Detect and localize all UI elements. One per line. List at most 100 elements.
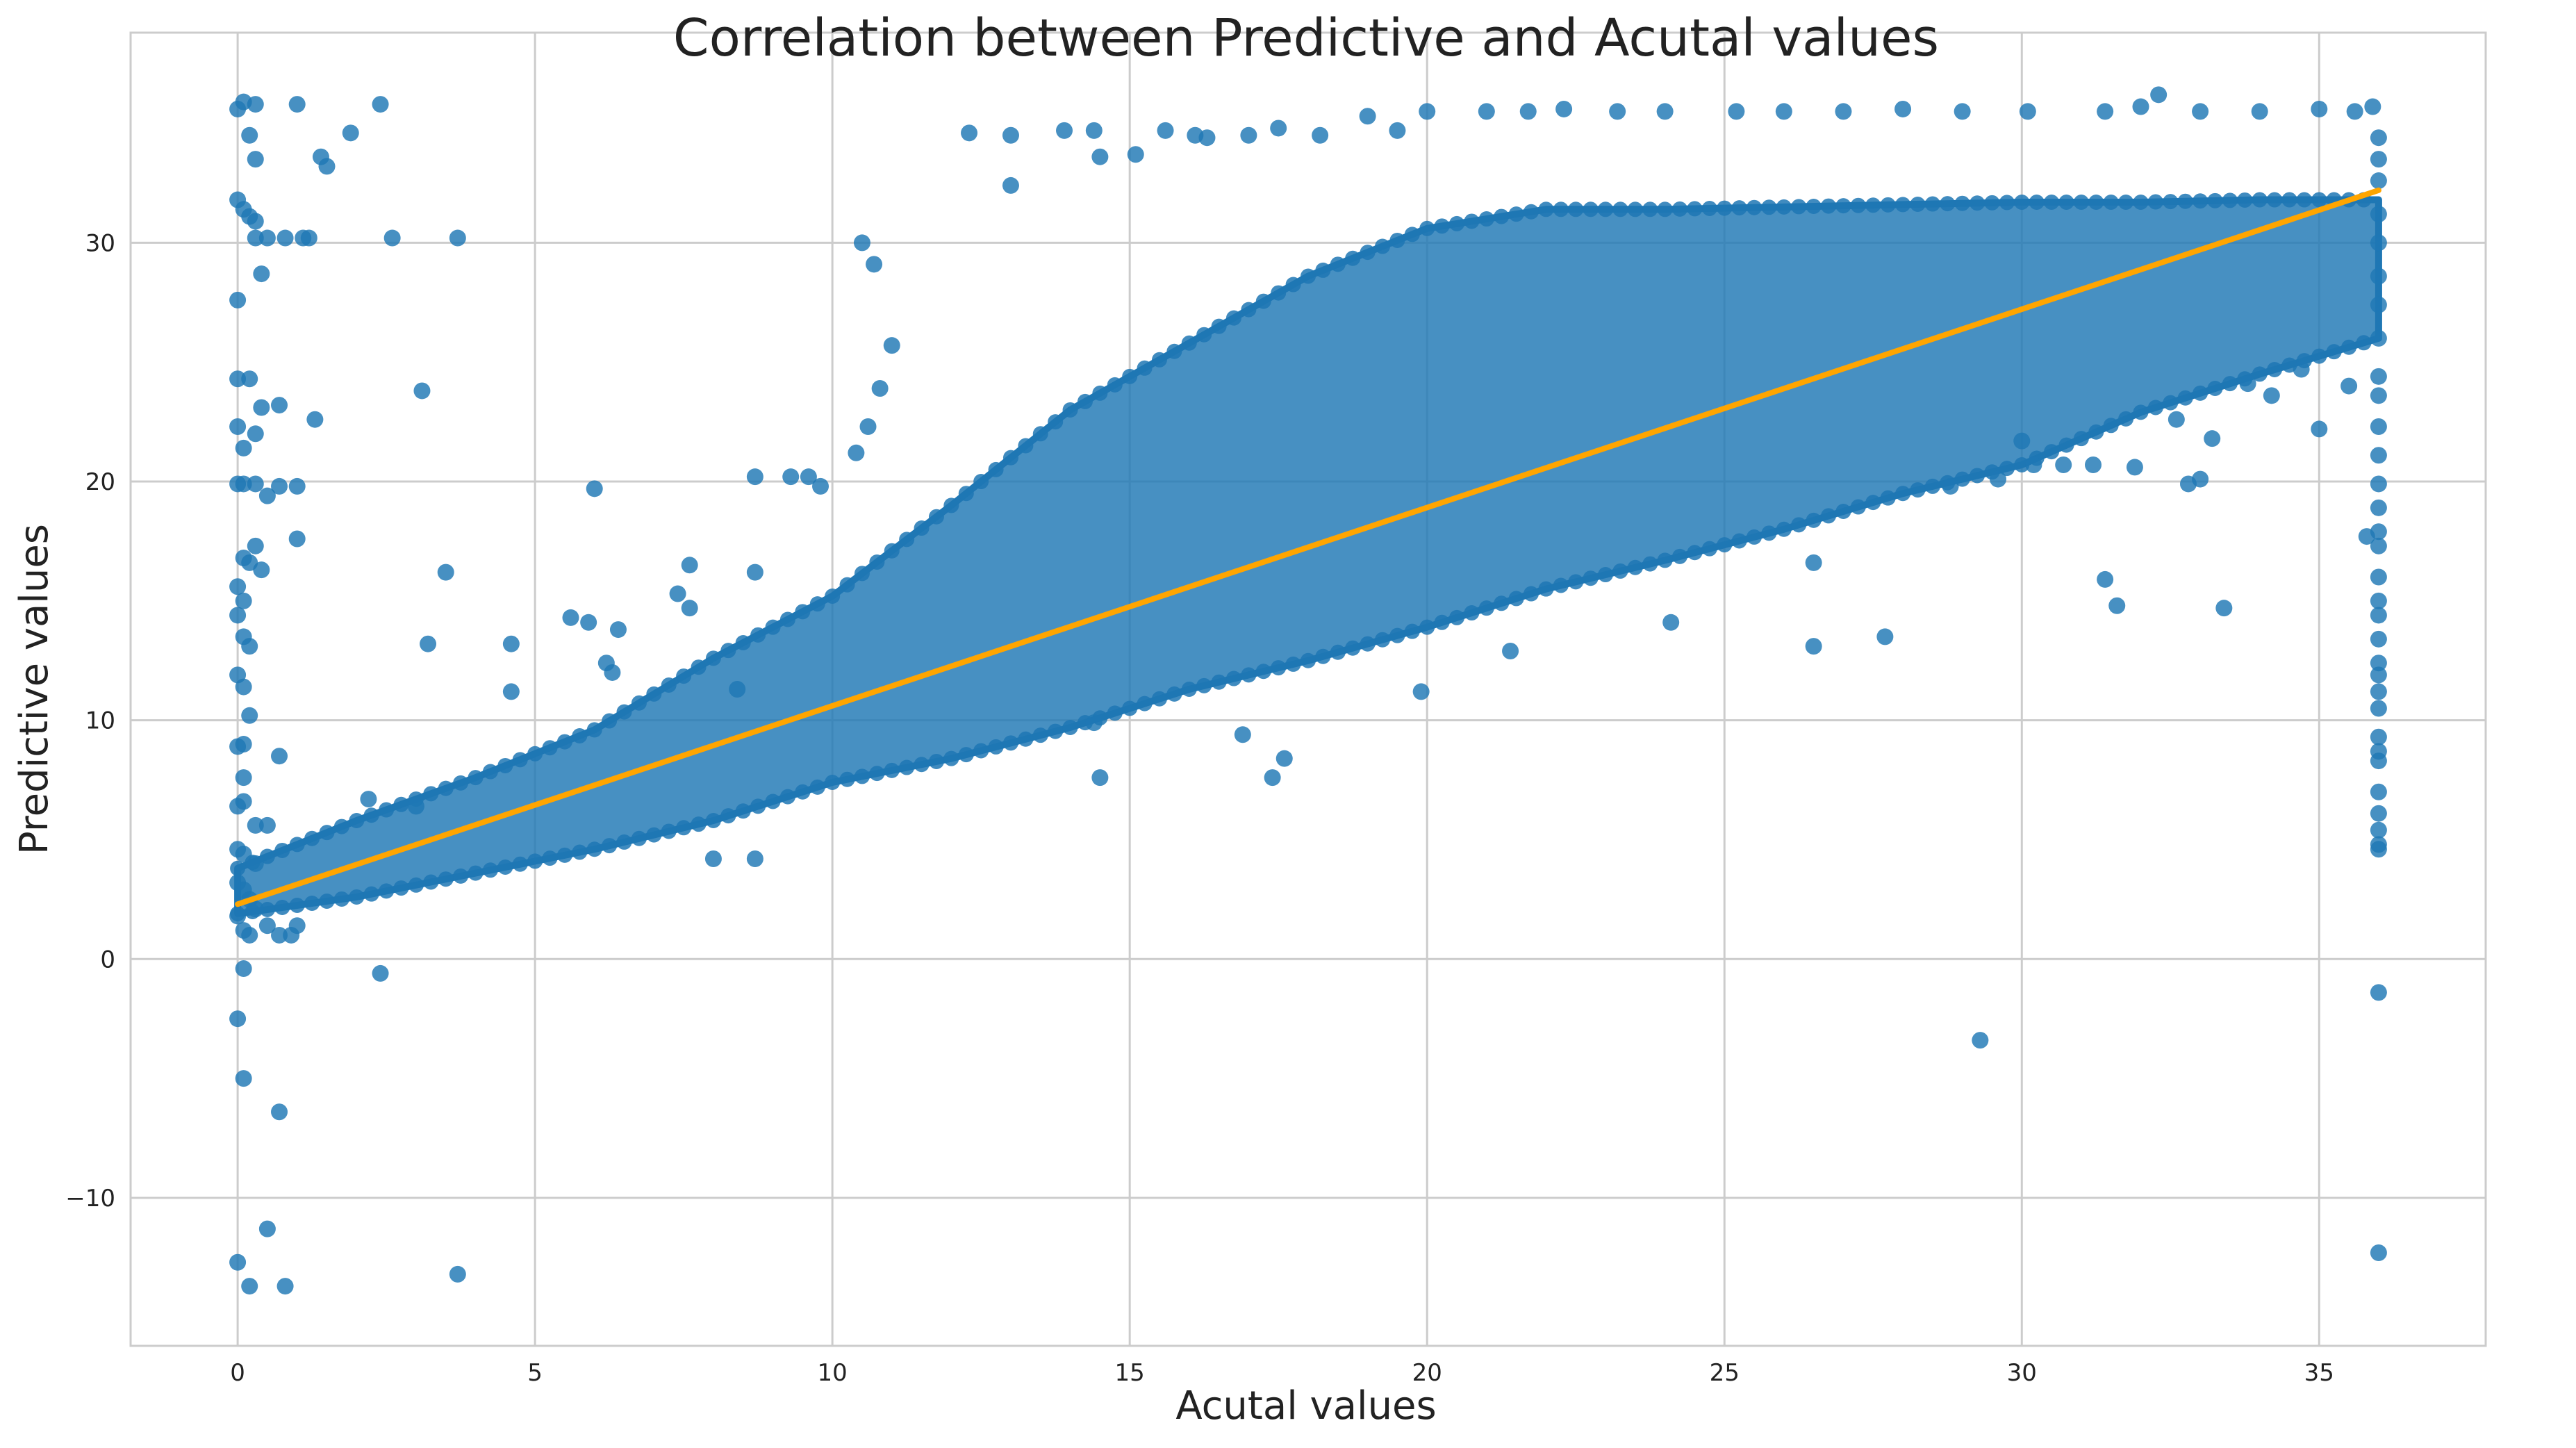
band-edge-point bbox=[1271, 285, 1287, 301]
regression-line-group bbox=[235, 187, 2381, 907]
band-edge-point bbox=[1419, 220, 1435, 236]
band-edge-point bbox=[1315, 648, 1331, 664]
scatter-point bbox=[449, 1265, 466, 1283]
band-edge-point bbox=[928, 509, 944, 525]
band-edge-point bbox=[1151, 691, 1167, 707]
scatter-point bbox=[681, 600, 698, 617]
scatter-point bbox=[1234, 726, 1251, 743]
scatter-point bbox=[2346, 103, 2363, 120]
scatter-point bbox=[235, 439, 252, 456]
band-edge-point bbox=[1850, 499, 1866, 515]
band-edge-point bbox=[602, 713, 618, 729]
band-edge-point bbox=[1345, 250, 1361, 266]
scatter-point bbox=[1002, 176, 1019, 194]
x-tick-label: 35 bbox=[2304, 1359, 2334, 1387]
scatter-point bbox=[2204, 430, 2221, 447]
scatter-point bbox=[253, 265, 270, 283]
band-edge-point bbox=[1701, 201, 1717, 217]
band-edge-point bbox=[1835, 503, 1851, 519]
band-edge-point bbox=[899, 759, 915, 775]
band-edge-point bbox=[512, 752, 528, 768]
scatter-point bbox=[1519, 103, 1537, 120]
band-edge-point bbox=[349, 889, 365, 905]
scatter-point bbox=[2370, 387, 2387, 404]
band-edge-point bbox=[1032, 727, 1048, 743]
scatter-point bbox=[253, 561, 270, 579]
scatter-point bbox=[247, 151, 264, 168]
scatter-point bbox=[306, 411, 324, 428]
scatter-point bbox=[241, 126, 258, 144]
band-edge-point bbox=[2207, 192, 2223, 208]
band-edge-point bbox=[497, 757, 513, 773]
scatter-point bbox=[2370, 568, 2387, 586]
band-edge-point bbox=[2088, 194, 2104, 210]
band-edge-point bbox=[1255, 293, 1271, 309]
scatter-point bbox=[229, 607, 247, 624]
scatter-point bbox=[271, 926, 288, 944]
scatter-point bbox=[746, 850, 763, 867]
band-edge-point bbox=[438, 871, 454, 887]
band-edge-point bbox=[1360, 245, 1376, 261]
scatter-point bbox=[235, 1070, 252, 1087]
band-edge-point bbox=[468, 865, 484, 881]
scatter-point bbox=[2108, 597, 2126, 614]
band-edge-point bbox=[2147, 194, 2163, 210]
scatter-point bbox=[300, 229, 317, 247]
scatter-points bbox=[229, 86, 2387, 1295]
band-edge-point bbox=[825, 775, 841, 791]
scatter-point bbox=[1389, 122, 1406, 139]
scatter-point bbox=[2370, 666, 2387, 684]
band-edge-point bbox=[2311, 192, 2327, 208]
band-edge-point bbox=[2281, 192, 2297, 208]
band-edge-point bbox=[1999, 195, 2015, 211]
band-edge-point bbox=[631, 830, 647, 846]
scatter-point bbox=[318, 158, 336, 175]
band-edge-point bbox=[2177, 193, 2193, 209]
band-edge-point bbox=[304, 895, 320, 911]
band-edge-point bbox=[2163, 194, 2179, 210]
band-edge-point bbox=[2058, 194, 2074, 210]
scatter-point bbox=[2370, 447, 2387, 464]
scatter-point bbox=[372, 964, 389, 982]
band-edge-point bbox=[2073, 194, 2089, 210]
band-edge-point bbox=[1553, 577, 1569, 593]
scatter-point bbox=[258, 816, 276, 834]
band-edge-point bbox=[274, 899, 290, 915]
scatter-point bbox=[1270, 120, 1287, 137]
band-edge-point bbox=[1627, 201, 1643, 217]
scatter-point bbox=[276, 1278, 294, 1295]
band-edge-point bbox=[2193, 385, 2208, 401]
band-edge-point bbox=[1464, 213, 1480, 229]
band-edge-point bbox=[646, 827, 662, 843]
band-edge-point bbox=[379, 802, 395, 818]
scatter-point bbox=[562, 609, 579, 626]
band-edge-point bbox=[1330, 644, 1346, 660]
scatter-point bbox=[247, 816, 264, 834]
band-edge-point bbox=[586, 722, 602, 738]
band-edge-point bbox=[809, 779, 825, 795]
band-edge-point bbox=[1791, 199, 1807, 215]
band-edge-point bbox=[1048, 723, 1064, 739]
band-edge-point bbox=[1404, 623, 1420, 639]
scatter-point bbox=[383, 229, 401, 247]
x-tick-label: 25 bbox=[1710, 1359, 1740, 1387]
band-edge-point bbox=[1568, 574, 1584, 590]
scatter-point bbox=[2370, 1244, 2387, 1261]
band-edge-point bbox=[1524, 586, 1539, 602]
scatter-point bbox=[2340, 377, 2358, 395]
band-edge-point bbox=[646, 686, 662, 702]
band-edge-point bbox=[2118, 411, 2134, 427]
band-edge-point bbox=[2103, 418, 2119, 434]
band-edge-point bbox=[676, 820, 692, 836]
scatter-point bbox=[2192, 103, 2209, 120]
band-edge-point bbox=[839, 771, 855, 787]
band-edge-point bbox=[1657, 552, 1673, 568]
scatter-point bbox=[2293, 361, 2310, 378]
scatter-point bbox=[2311, 100, 2328, 117]
scatter-point bbox=[288, 530, 306, 548]
band-edge-point bbox=[899, 532, 915, 548]
band-edge-point bbox=[482, 764, 498, 780]
band-edge-point bbox=[1137, 360, 1153, 376]
